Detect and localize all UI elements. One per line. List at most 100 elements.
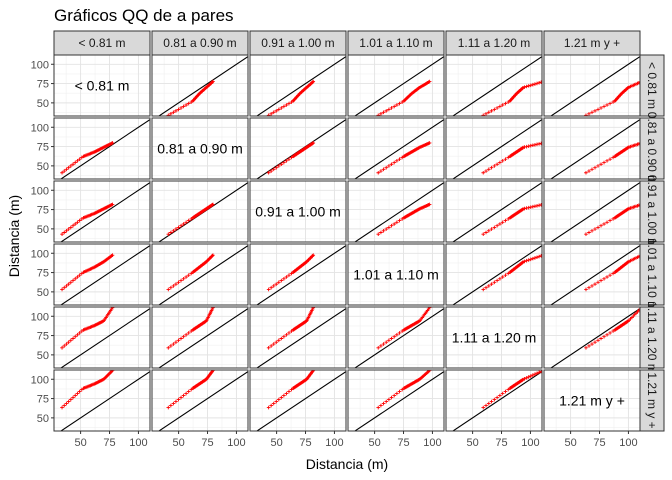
qq-point [489, 109, 494, 113]
qq-point [176, 107, 181, 112]
qq-point [282, 276, 286, 281]
panel [445, 369, 543, 432]
qq-point [174, 399, 178, 404]
panel-plot-area [451, 119, 542, 179]
qq-point [66, 165, 71, 170]
right-strip-label: 1.01 a 1.10 m [645, 238, 659, 311]
qq-point [503, 273, 508, 278]
qq-point [186, 389, 191, 394]
panel-plot-area [451, 182, 542, 242]
qq-point [638, 254, 640, 258]
qq-point [492, 280, 497, 285]
qq-point [384, 399, 389, 404]
qq-point [596, 280, 600, 285]
qq-point [169, 403, 173, 408]
qq-point [60, 405, 64, 410]
qq-point [77, 218, 82, 223]
diagonal-label: 0.81 a 0.90 m [157, 141, 243, 157]
qq-point [637, 254, 640, 259]
x-tick-label: 50 [172, 437, 184, 449]
qq-point [274, 109, 279, 113]
qq-point [71, 395, 75, 400]
qq-point [60, 287, 64, 292]
panel-plot-area [59, 182, 150, 242]
qq-point [395, 220, 399, 225]
qq-point [387, 338, 391, 343]
qq-point [584, 345, 588, 350]
qq-point [381, 229, 386, 233]
qq-point [638, 80, 640, 84]
qq-point [593, 227, 597, 231]
qq-point [528, 374, 533, 378]
qq-point [110, 253, 115, 257]
qq-point [520, 86, 525, 91]
panel: < 0.81 m [53, 54, 151, 117]
panel [543, 243, 641, 306]
qq-point [66, 282, 71, 286]
y-tick-label: 75 [37, 79, 49, 91]
panel [249, 306, 347, 369]
qq-point [528, 257, 533, 262]
qq-point [599, 106, 603, 110]
panel [543, 54, 641, 117]
qq-point [279, 278, 284, 283]
panel-background [250, 181, 346, 242]
qq-point [75, 275, 80, 279]
qq-point [379, 403, 383, 408]
panel-border [249, 243, 347, 306]
panel-border [347, 369, 445, 432]
panel-background [544, 55, 640, 116]
panel-plot-area [549, 56, 640, 116]
qq-point [389, 106, 394, 110]
qq-point [395, 332, 399, 337]
qq-point [379, 111, 383, 116]
panel-border [543, 54, 641, 117]
qq-point [535, 142, 539, 147]
panel-background [348, 307, 444, 368]
reference-line [353, 308, 444, 368]
qq-point [166, 345, 171, 350]
panel-plot-area [255, 307, 346, 368]
panel [53, 243, 151, 306]
qq-point [376, 405, 381, 410]
qq-point [599, 278, 603, 283]
qq-point [584, 232, 588, 237]
reference-line [451, 182, 542, 242]
x-tick-label: 100 [129, 437, 147, 449]
panel-border [347, 306, 445, 369]
qq-point [60, 170, 64, 175]
qq-point [184, 103, 188, 107]
reference-line [255, 308, 346, 368]
qq-point [389, 395, 394, 400]
qq-point [75, 332, 80, 337]
top-strip [53, 30, 151, 56]
panel-border [347, 180, 445, 243]
qq-point [184, 391, 188, 396]
panel-border [543, 243, 641, 306]
qq-point [274, 340, 279, 345]
qq-point [590, 167, 594, 172]
qq-point [608, 331, 612, 335]
qq-point [166, 232, 171, 237]
qq-point [531, 256, 535, 261]
qq-point [531, 82, 535, 87]
qq-point [277, 107, 281, 112]
qq-point [211, 307, 215, 310]
reference-line [549, 182, 640, 242]
qq-point [73, 222, 78, 226]
qq-point [384, 109, 389, 113]
qq-point [537, 254, 541, 259]
qq-point [539, 254, 542, 258]
diagonal-label: 1.11 a 1.20 m [452, 330, 537, 346]
qq-point [611, 155, 615, 160]
panel-border [249, 369, 347, 432]
qq-point [531, 204, 535, 209]
x-tick-label: 75 [397, 437, 409, 449]
qq-point [271, 401, 276, 406]
panel-plot-area [353, 119, 444, 179]
panel [445, 117, 543, 180]
qq-point [531, 143, 535, 148]
panel [347, 306, 445, 369]
qq-point [524, 144, 529, 149]
